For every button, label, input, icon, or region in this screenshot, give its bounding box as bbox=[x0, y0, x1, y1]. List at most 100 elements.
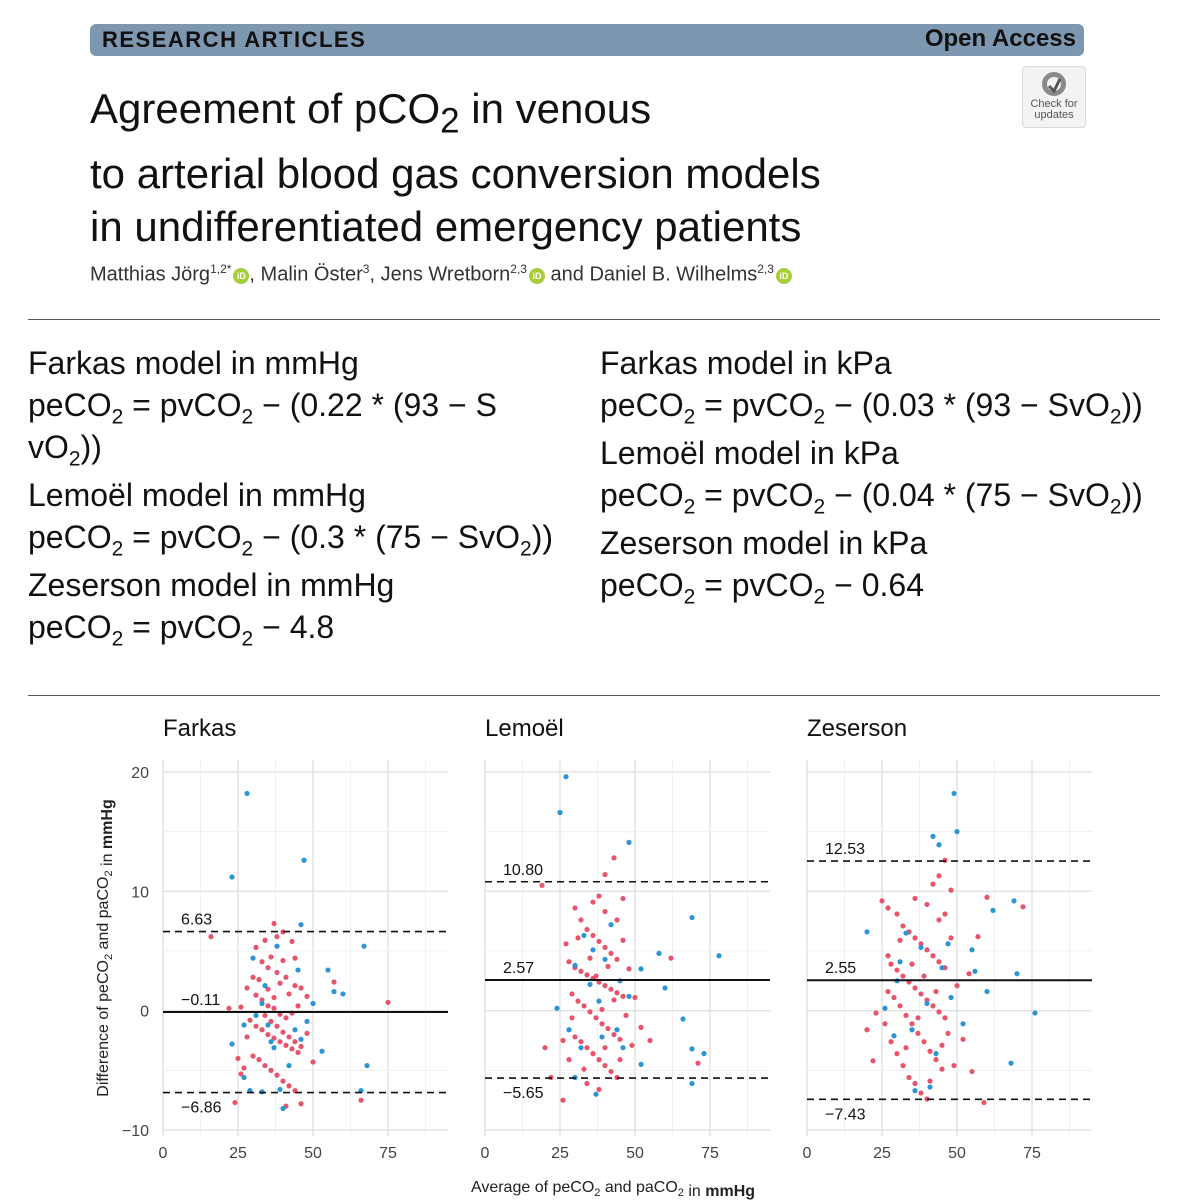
x-tick-label: 0 bbox=[803, 1145, 812, 1162]
title-line: in undifferentiated emergency patients bbox=[90, 200, 990, 253]
data-point-red bbox=[283, 1042, 289, 1048]
orcid-icon[interactable]: iD bbox=[775, 267, 792, 284]
data-point-red bbox=[623, 1012, 629, 1019]
check-for-updates-button[interactable]: Check for updates bbox=[1022, 66, 1086, 128]
data-point-red bbox=[262, 1062, 268, 1069]
open-access-label[interactable]: Open Access bbox=[924, 25, 1076, 52]
data-point-blue bbox=[897, 959, 903, 965]
data-point-blue bbox=[689, 914, 695, 921]
data-point-red bbox=[620, 993, 626, 999]
data-point-red bbox=[280, 957, 286, 964]
author-name[interactable]: Malin Öster bbox=[260, 263, 363, 286]
orcid-icon[interactable]: iD bbox=[233, 267, 250, 284]
data-point-blue bbox=[864, 929, 870, 935]
data-point-blue bbox=[265, 1022, 271, 1028]
data-point-red bbox=[936, 917, 942, 923]
data-point-red bbox=[274, 1023, 280, 1029]
text-segment: − (0.04 * (75 − SvO bbox=[825, 477, 1110, 513]
x-tick-label: 25 bbox=[551, 1145, 569, 1162]
data-point-red bbox=[870, 1058, 876, 1064]
text-segment: peCO bbox=[600, 567, 684, 603]
text-segment: = pvCO bbox=[695, 567, 814, 603]
data-point-red bbox=[596, 1057, 602, 1063]
limit-label-mean: 2.55 bbox=[825, 960, 856, 977]
data-point-blue bbox=[638, 966, 644, 972]
data-point-red bbox=[572, 905, 578, 911]
data-point-blue bbox=[361, 943, 367, 949]
formulas-mmhg: Farkas model in mmHg peCO2 = pvCO2 − (0.2… bbox=[28, 342, 588, 654]
axis-label-segment: in bbox=[99, 849, 116, 870]
data-point-red bbox=[620, 895, 626, 902]
text-segment: peCO bbox=[600, 387, 684, 423]
check-updates-line-1: Check for bbox=[1030, 98, 1078, 110]
data-point-red bbox=[575, 998, 581, 1004]
data-point-red bbox=[975, 934, 981, 940]
data-point-red bbox=[253, 992, 259, 998]
subscript: 2 bbox=[440, 101, 460, 141]
data-point-red bbox=[277, 980, 283, 986]
data-point-red bbox=[244, 1034, 250, 1040]
formula-group: Zeserson model in mmHg peCO2 = pvCO2 − 4.… bbox=[28, 564, 588, 651]
data-point-blue bbox=[340, 991, 346, 997]
data-point-blue bbox=[626, 839, 632, 845]
data-point-red bbox=[918, 991, 924, 997]
article-title: Agreement of pCO2 in venous to arterial b… bbox=[90, 82, 990, 253]
subscript: 2 bbox=[111, 405, 124, 429]
author-name[interactable]: Daniel B. Wilhelms bbox=[589, 263, 758, 286]
axis-label-segment: and paCO bbox=[95, 877, 112, 954]
data-point-blue bbox=[596, 998, 602, 1004]
author-affiliation: 3 bbox=[362, 262, 370, 276]
data-point-red bbox=[608, 1068, 614, 1075]
text-segment: in undifferentiated emergency patients bbox=[90, 203, 802, 251]
data-point-red bbox=[250, 974, 256, 980]
formula-group: Lemoël model in kPa peCO2 = pvCO2 − (0.04… bbox=[600, 432, 1190, 517]
data-point-blue bbox=[656, 950, 662, 956]
subscript: 2 bbox=[241, 627, 254, 651]
data-point-blue bbox=[918, 944, 924, 951]
data-point-blue bbox=[593, 1091, 599, 1097]
data-point-red bbox=[235, 1055, 241, 1062]
data-point-red bbox=[936, 959, 942, 965]
data-point-red bbox=[891, 994, 897, 1001]
author-name[interactable]: Jens Wretborn bbox=[380, 263, 511, 286]
data-point-red bbox=[936, 1009, 942, 1015]
data-point-blue bbox=[578, 1045, 584, 1051]
data-point-blue bbox=[1032, 1010, 1038, 1016]
data-point-red bbox=[602, 1062, 608, 1069]
formula-name: Zeserson model in kPa bbox=[600, 525, 928, 561]
data-point-red bbox=[984, 894, 990, 900]
orcid-icon[interactable]: iD bbox=[528, 267, 545, 284]
data-point-blue bbox=[930, 833, 936, 839]
check-updates-icon bbox=[1042, 72, 1066, 96]
axis-label-segment: Difference of peCO bbox=[95, 960, 112, 1097]
data-point-red bbox=[274, 1072, 280, 1078]
data-point-red bbox=[581, 1003, 587, 1009]
formula-equation: peCO2 = pvCO2 − 0.64 bbox=[600, 564, 1190, 607]
data-point-red bbox=[951, 1062, 957, 1069]
data-point-red bbox=[292, 1039, 298, 1045]
data-point-red bbox=[1020, 904, 1026, 910]
subscript: 2 bbox=[1109, 405, 1122, 429]
data-point-red bbox=[930, 953, 936, 959]
text-segment: − 4.8 bbox=[253, 609, 335, 645]
data-point-red bbox=[864, 1027, 870, 1033]
data-point-blue bbox=[933, 1051, 939, 1057]
data-point-red bbox=[385, 999, 391, 1005]
data-point-red bbox=[569, 991, 575, 997]
author-name[interactable]: Matthias Jörg bbox=[90, 263, 211, 286]
data-point-blue bbox=[912, 1088, 918, 1094]
data-point-red bbox=[948, 887, 954, 893]
data-point-red bbox=[262, 937, 268, 943]
data-point-red bbox=[885, 988, 891, 995]
data-point-red bbox=[620, 937, 626, 943]
subscript: 2 bbox=[813, 405, 826, 429]
text-segment: − 0.64 bbox=[825, 567, 924, 603]
data-point-red bbox=[921, 1039, 927, 1045]
data-point-blue bbox=[960, 1021, 966, 1027]
data-point-red bbox=[569, 1015, 575, 1021]
data-point-red bbox=[268, 954, 274, 960]
data-point-red bbox=[539, 882, 545, 888]
x-tick-label: 25 bbox=[873, 1145, 891, 1162]
data-point-blue bbox=[599, 1034, 605, 1040]
data-point-blue bbox=[292, 1027, 298, 1033]
